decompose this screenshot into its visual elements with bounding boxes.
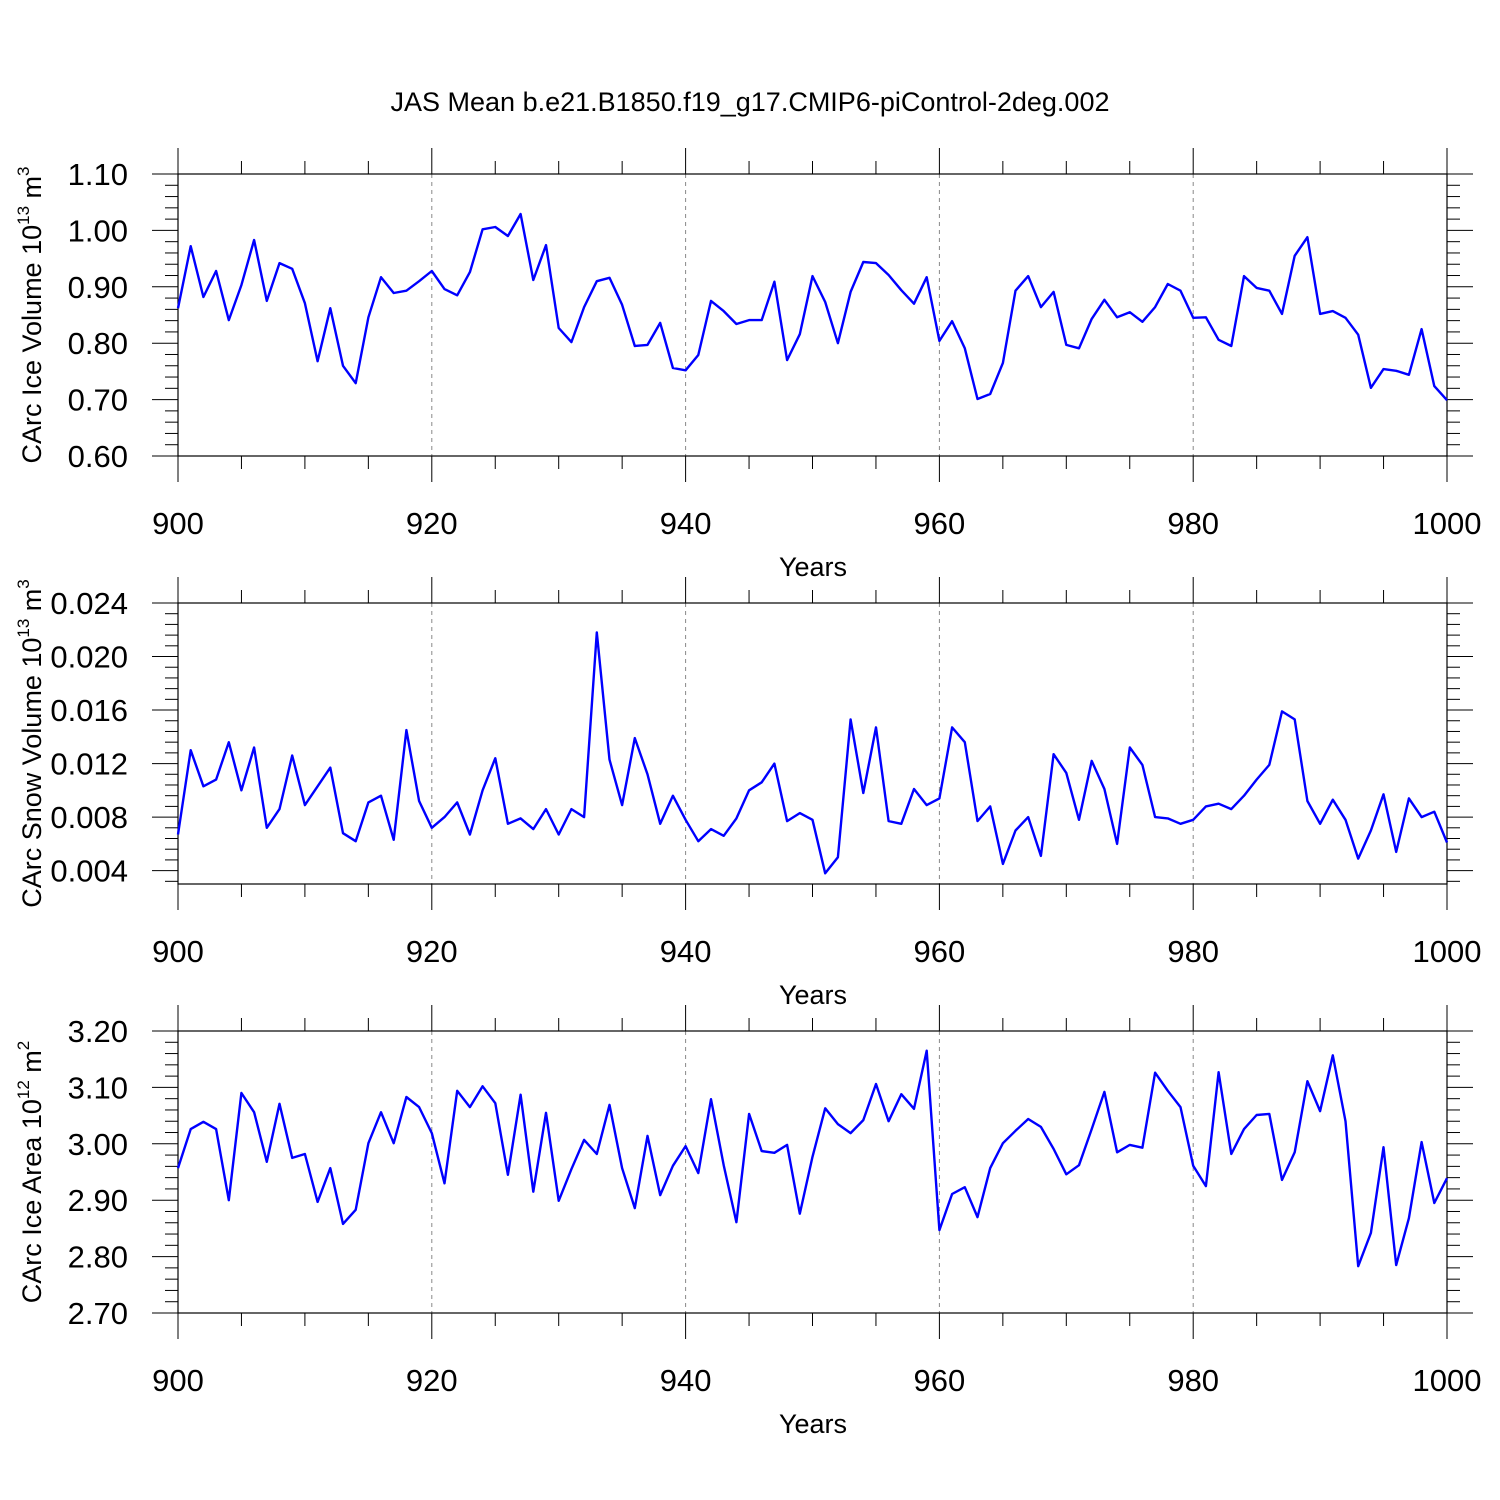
x-tick-label: 900 bbox=[152, 1363, 204, 1398]
y-tick-label: 2.90 bbox=[68, 1183, 128, 1218]
x-axis-label: Years bbox=[779, 1409, 847, 1439]
plot-frame bbox=[177, 1030, 1448, 1314]
y-axis-label: CArc Snow Volume 1013 m3 bbox=[14, 579, 47, 908]
x-tick-label: 940 bbox=[660, 1363, 712, 1398]
y-tick-label: 2.80 bbox=[68, 1240, 128, 1275]
y-tick-label: 1.00 bbox=[68, 213, 128, 248]
series-line bbox=[176, 631, 1449, 875]
x-tick-label: 920 bbox=[406, 506, 458, 541]
y-axis-label-ylabel-unit: m bbox=[17, 589, 47, 619]
y-tick-label: 0.90 bbox=[68, 270, 128, 305]
x-tick-label: 980 bbox=[1167, 934, 1219, 969]
y-tick-label: 3.00 bbox=[68, 1127, 128, 1162]
y-tick-label: 0.004 bbox=[50, 854, 128, 889]
y-axis-label-ylabel-unit-sup: 3 bbox=[14, 166, 33, 175]
y-axis-label-ylabel: CArc Ice Volume 10 bbox=[17, 225, 47, 464]
series-line bbox=[176, 1049, 1449, 1268]
x-tick-label: 920 bbox=[406, 934, 458, 969]
x-tick-label: 900 bbox=[152, 934, 204, 969]
y-axis-label-ylabel: CArc Snow Volume 10 bbox=[17, 638, 47, 908]
y-axis-label-ylabel-unit-sup: 2 bbox=[14, 1041, 33, 1050]
y-tick-label: 0.012 bbox=[50, 747, 128, 782]
y-tick-label: 0.008 bbox=[50, 800, 128, 835]
y-tick-label: 1.10 bbox=[68, 157, 128, 192]
y-tick-label: 0.020 bbox=[50, 640, 128, 675]
plot-frame bbox=[177, 173, 1448, 457]
x-axis-label: Years bbox=[779, 980, 847, 1010]
y-axis-label-ylabel-sup: 13 bbox=[14, 619, 33, 638]
x-tick-label: 980 bbox=[1167, 506, 1219, 541]
y-tick-label: 0.70 bbox=[68, 383, 128, 418]
x-tick-label: 960 bbox=[914, 506, 966, 541]
y-axis-label-ylabel-unit-sup: 3 bbox=[14, 579, 33, 588]
y-axis-label-ylabel: CArc Ice Area 10 bbox=[17, 1099, 47, 1303]
x-tick-label: 960 bbox=[914, 1363, 966, 1398]
x-tick-label: 940 bbox=[660, 934, 712, 969]
series-line bbox=[176, 212, 1448, 402]
y-axis-label-ylabel-unit: m bbox=[17, 1050, 47, 1080]
y-tick-label: 3.10 bbox=[68, 1070, 128, 1105]
panel-3: 2.70 2.80 2.90 3.00 3.10 3.20 900 920 940 960 980 1… bbox=[14, 1005, 1481, 1439]
x-tick-label: 1000 bbox=[1413, 934, 1482, 969]
x-tick-label: 980 bbox=[1167, 1363, 1219, 1398]
y-tick-label: 2.70 bbox=[68, 1296, 128, 1331]
chart-title: JAS Mean b.e21.B1850.f19_g17.CMIP6-piCon… bbox=[391, 87, 1110, 117]
x-tick-label: 1000 bbox=[1413, 506, 1482, 541]
y-tick-label: 3.20 bbox=[68, 1014, 128, 1049]
y-tick-label: 0.60 bbox=[68, 439, 128, 474]
y-tick-label: 0.024 bbox=[50, 586, 128, 621]
y-axis-label-ylabel-sup: 13 bbox=[14, 206, 33, 225]
x-tick-label: 900 bbox=[152, 506, 204, 541]
panel-2: 0.004 0.008 0.012 0.016 0.020 0.024 900 920 940 9… bbox=[14, 577, 1481, 1010]
y-axis-label: CArc Ice Volume 1013 m3 bbox=[14, 166, 47, 463]
x-tick-label: 1000 bbox=[1413, 1363, 1482, 1398]
x-tick-label: 960 bbox=[914, 934, 966, 969]
plot-frame bbox=[177, 602, 1448, 885]
x-axis-label: Years bbox=[779, 552, 847, 582]
y-tick-label: 0.80 bbox=[68, 326, 128, 361]
y-axis-label-ylabel-unit: m bbox=[17, 176, 47, 206]
y-axis-label: CArc Ice Area 1012 m2 bbox=[14, 1041, 47, 1304]
y-axis-label-ylabel-sup: 12 bbox=[14, 1080, 33, 1099]
panel-1: 0.60 0.70 0.80 0.90 1.00 1.10 900 920 940 960 980 1… bbox=[14, 148, 1481, 582]
y-tick-label: 0.016 bbox=[50, 693, 128, 728]
x-tick-label: 940 bbox=[660, 506, 712, 541]
x-tick-label: 920 bbox=[406, 1363, 458, 1398]
